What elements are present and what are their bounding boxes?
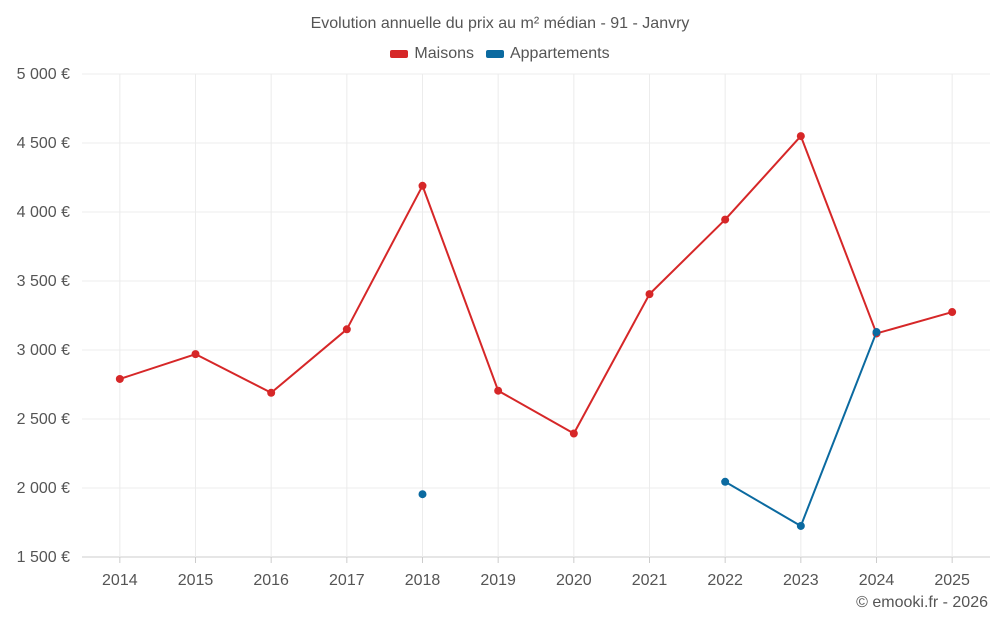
data-point-maisons[interactable] — [342, 325, 351, 334]
y-tick-label: 3 500 € — [17, 273, 70, 290]
data-point-maisons[interactable] — [115, 374, 124, 383]
credit-text: © emooki.fr - 2026 — [856, 594, 988, 611]
data-point-appartements[interactable] — [418, 490, 427, 499]
chart-title: Evolution annuelle du prix au m² médian … — [310, 15, 690, 32]
x-tick-label: 2015 — [178, 572, 214, 589]
x-tick-label: 2024 — [859, 572, 895, 589]
legend-swatch-appartements — [485, 50, 504, 58]
series-line-maisons — [119, 135, 953, 435]
x-tick-label: 2020 — [556, 572, 592, 589]
data-point-maisons[interactable] — [948, 308, 957, 317]
chart-legend: Maisons Appartements — [0, 45, 1000, 63]
data-point-maisons[interactable] — [721, 215, 730, 224]
x-tick-label: 2025 — [934, 572, 970, 589]
legend-item-appartements[interactable]: Appartements — [485, 45, 610, 63]
x-tick-label: 2022 — [707, 572, 743, 589]
x-tick-label: 2019 — [480, 572, 516, 589]
y-tick-label: 2 000 € — [17, 480, 70, 497]
y-tick-label: 1 500 € — [17, 549, 70, 566]
x-tick-label: 2016 — [253, 572, 289, 589]
data-point-maisons[interactable] — [494, 386, 503, 395]
data-point-appartements[interactable] — [796, 521, 805, 530]
data-point-appartements[interactable] — [721, 477, 730, 486]
legend-label-maisons: Maisons — [414, 45, 474, 62]
data-point-maisons[interactable] — [191, 350, 200, 359]
y-tick-label: 2 500 € — [17, 411, 70, 428]
legend-label-appartements: Appartements — [509, 45, 610, 62]
data-point-maisons[interactable] — [645, 290, 654, 299]
x-tick-label: 2018 — [405, 572, 441, 589]
y-tick-label: 3 000 € — [17, 342, 70, 359]
y-tick-label: 5 000 € — [17, 66, 70, 83]
legend-item-maisons[interactable]: Maisons — [390, 45, 474, 63]
legend-swatch-maisons — [390, 50, 409, 58]
data-point-maisons[interactable] — [569, 429, 578, 438]
x-tick-label: 2014 — [102, 572, 138, 589]
data-point-appartements[interactable] — [872, 328, 881, 337]
y-tick-label: 4 500 € — [17, 135, 70, 152]
data-point-maisons[interactable] — [796, 132, 805, 141]
data-point-maisons[interactable] — [418, 181, 427, 190]
x-tick-label: 2021 — [632, 572, 668, 589]
data-point-maisons[interactable] — [267, 388, 276, 397]
x-tick-label: 2023 — [783, 572, 819, 589]
x-tick-label: 2017 — [329, 572, 365, 589]
y-tick-label: 4 000 € — [17, 204, 70, 221]
